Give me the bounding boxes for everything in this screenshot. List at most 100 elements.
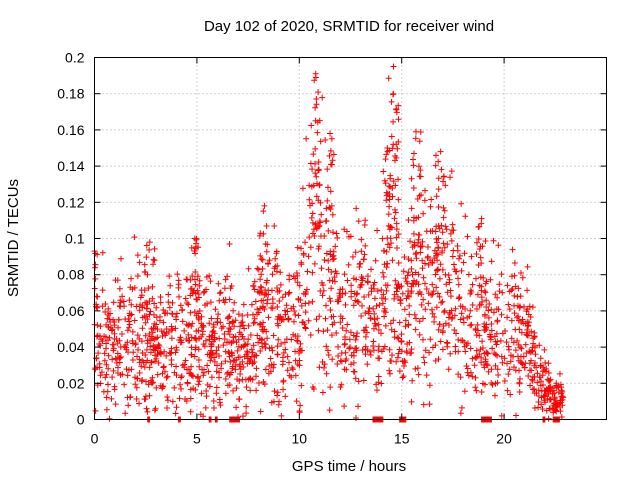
data-point — [350, 332, 357, 339]
data-point — [257, 305, 264, 312]
data-point — [189, 320, 196, 327]
data-point — [328, 161, 335, 168]
data-point — [255, 266, 262, 273]
data-point — [138, 378, 145, 385]
data-point — [411, 311, 418, 318]
data-point — [451, 327, 458, 334]
data-point — [265, 370, 272, 377]
data-point — [280, 386, 287, 393]
data-point — [122, 316, 129, 323]
data-point — [524, 318, 531, 325]
data-point — [136, 307, 143, 314]
data-point — [406, 311, 413, 318]
data-point — [492, 362, 499, 369]
data-point — [148, 359, 155, 366]
data-point — [166, 304, 173, 311]
data-point — [392, 209, 399, 216]
data-point — [423, 372, 430, 379]
data-point — [122, 410, 129, 417]
data-point — [277, 313, 284, 320]
data-point — [142, 396, 149, 403]
data-point — [164, 394, 171, 401]
data-point — [160, 319, 167, 326]
data-point — [222, 358, 229, 365]
data-point — [509, 246, 516, 253]
data-point — [273, 268, 280, 275]
data-point — [237, 361, 244, 368]
data-point — [260, 297, 267, 304]
data-point — [420, 336, 427, 343]
data-point — [541, 346, 548, 353]
data-point — [185, 301, 192, 308]
data-point — [282, 291, 289, 298]
data-point — [249, 311, 256, 318]
data-point — [423, 285, 430, 292]
data-point — [486, 301, 493, 308]
data-point — [319, 292, 326, 299]
data-point — [452, 343, 459, 350]
data-point — [315, 89, 322, 96]
data-point — [473, 250, 480, 257]
data-point — [501, 378, 508, 385]
data-point — [182, 357, 189, 364]
data-point — [431, 247, 438, 254]
data-point — [151, 245, 158, 252]
data-point — [375, 373, 382, 380]
data-point — [284, 367, 291, 374]
data-point — [143, 254, 150, 261]
y-tick-label: 0.12 — [57, 194, 84, 210]
data-point — [393, 288, 400, 295]
data-point — [494, 352, 501, 359]
data-point — [117, 297, 124, 304]
data-point — [152, 358, 159, 365]
data-point — [241, 336, 248, 343]
data-point — [380, 345, 387, 352]
data-point — [200, 289, 207, 296]
data-point — [415, 271, 422, 278]
data-point — [164, 310, 171, 317]
data-point — [296, 350, 303, 357]
data-point — [289, 364, 296, 371]
data-point — [433, 284, 440, 291]
data-point — [546, 405, 553, 412]
data-point — [185, 331, 192, 338]
data-point — [444, 241, 451, 248]
data-point — [403, 295, 410, 302]
data-point — [522, 360, 529, 367]
data-point — [298, 382, 305, 389]
data-point — [111, 383, 118, 390]
data-point — [510, 364, 517, 371]
data-point — [354, 290, 361, 297]
data-point — [313, 101, 320, 108]
data-point — [309, 210, 316, 217]
data-point — [386, 190, 393, 197]
data-point — [228, 349, 235, 356]
data-point — [125, 349, 132, 356]
data-point — [435, 356, 442, 363]
data-point — [109, 326, 116, 333]
data-point — [316, 364, 323, 371]
data-point — [198, 313, 205, 320]
data-point — [415, 163, 422, 170]
x-tick-label: 20 — [496, 431, 512, 447]
data-point — [168, 335, 175, 342]
data-point — [343, 366, 350, 373]
data-point — [323, 250, 330, 257]
data-point — [487, 336, 494, 343]
data-point — [438, 222, 445, 229]
data-point — [426, 401, 433, 408]
data-point — [295, 295, 302, 302]
data-point — [274, 303, 281, 310]
data-point — [316, 218, 323, 225]
data-point — [311, 232, 318, 239]
data-point — [341, 403, 348, 410]
data-point — [110, 347, 117, 354]
data-point — [328, 285, 335, 292]
data-point — [517, 359, 524, 366]
data-point — [208, 374, 215, 381]
data-point — [378, 287, 385, 294]
data-point — [555, 383, 562, 390]
data-point — [202, 337, 209, 344]
data-point — [382, 156, 389, 163]
x-tick-label: 10 — [292, 431, 308, 447]
